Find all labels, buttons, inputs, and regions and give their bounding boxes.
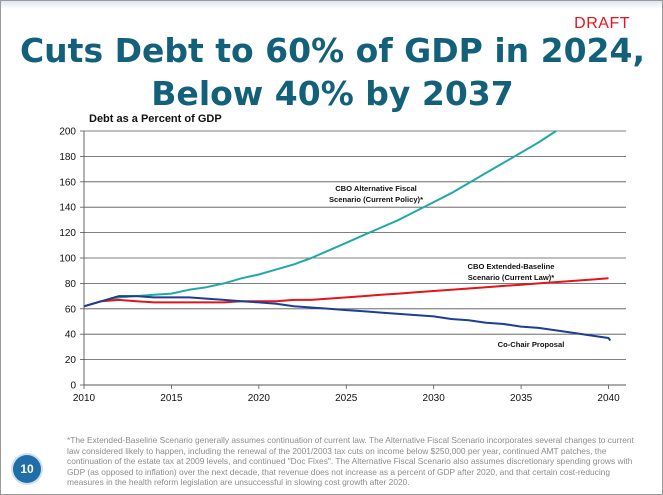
grid-lines xyxy=(84,130,626,361)
title-line-1: Cuts Debt to 60% of GDP in 2024, xyxy=(19,31,646,70)
y-tick-label-100: 100 xyxy=(59,254,76,265)
x-tick-label-2025: 2025 xyxy=(335,393,358,404)
x-tick-labels: 2010 2015 2020 2025 2030 2035 2040 xyxy=(73,393,620,404)
x-tick-label-2040: 2040 xyxy=(597,393,620,404)
axes xyxy=(80,130,626,389)
y-tick-labels: 0 20 40 60 80 100 120 140 160 180 200 xyxy=(59,127,76,392)
y-tick-label-140: 140 xyxy=(59,203,76,214)
y-tick-label-80: 80 xyxy=(65,279,77,290)
series-label-extended: CBO Extended-Baseline Scenario (Current L… xyxy=(468,262,555,282)
y-tick-label-200: 200 xyxy=(59,127,76,138)
y-tick-label-40: 40 xyxy=(65,330,77,341)
series-labels: CBO Alternative Fiscal Scenario (Current … xyxy=(329,184,564,349)
y-tick-label-60: 60 xyxy=(65,304,77,315)
series-line-cochair xyxy=(83,295,612,342)
y-tick-label-180: 180 xyxy=(59,152,76,163)
series-label-cochair: Co-Chair Proposal xyxy=(498,340,565,349)
draft-label: DRAFT xyxy=(574,15,630,32)
x-tick-label-2035: 2035 xyxy=(510,393,533,404)
series-label-line: CBO Extended-Baseline xyxy=(468,262,555,271)
x-tick-label-2010: 2010 xyxy=(73,393,96,404)
x-tick-label-2020: 2020 xyxy=(248,393,271,404)
series-label-line: Scenario (Current Policy)* xyxy=(329,195,423,204)
slide-title: Cuts Debt to 60% of GDP in 2024, Below 4… xyxy=(1,29,662,115)
footnote: *The Extended-Baseline Scenario generall… xyxy=(67,435,634,488)
top-band xyxy=(1,1,662,9)
page-number-badge: 10 xyxy=(13,455,41,483)
x-tick-label-2030: 2030 xyxy=(423,393,446,404)
y-tick-label-160: 160 xyxy=(59,177,76,188)
series-lines xyxy=(83,130,612,342)
series-label-line: CBO Alternative Fiscal xyxy=(335,184,417,193)
y-tick-label-0: 0 xyxy=(70,381,76,392)
series-label-line: Scenario (Current Law)* xyxy=(468,273,555,282)
y-tick-label-20: 20 xyxy=(65,355,77,366)
series-line-extended xyxy=(83,277,609,308)
y-axis-label: Debt as a Percent of GDP xyxy=(89,113,222,125)
title-line-2: Below 40% by 2037 xyxy=(151,74,514,113)
x-tick-label-2015: 2015 xyxy=(160,393,183,404)
series-label-alternative: CBO Alternative Fiscal Scenario (Current … xyxy=(329,184,423,204)
series-line-alternative xyxy=(83,130,557,308)
y-tick-label-120: 120 xyxy=(59,228,76,239)
series-label-line: Co-Chair Proposal xyxy=(498,340,565,349)
